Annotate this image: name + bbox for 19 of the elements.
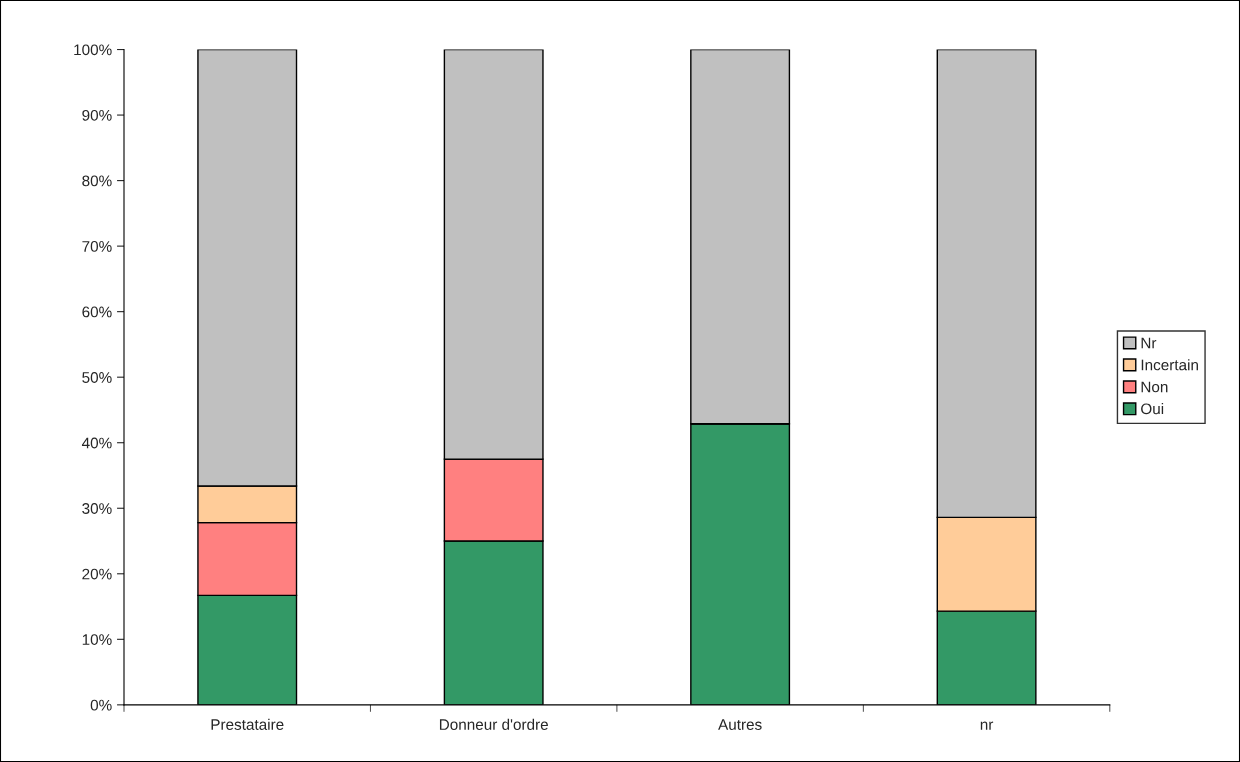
legend-label: Non	[1141, 381, 1168, 393]
x-tick-label: Autres	[718, 719, 762, 730]
y-tick-label: 100%	[74, 44, 112, 56]
y-tick-label: 30%	[82, 503, 112, 514]
legend-label: Incertain	[1141, 359, 1198, 371]
legend-label: Nr	[1141, 337, 1157, 349]
y-tick-label: 20%	[82, 568, 112, 580]
y-tick-label: 60%	[82, 306, 112, 318]
y-tick-label: 40%	[81, 437, 112, 449]
y-tick-label: 50%	[82, 372, 112, 383]
y-tick-label: 0%	[90, 699, 112, 711]
legend-label: Oui	[1141, 403, 1164, 415]
x-tick-label: nr	[980, 721, 994, 730]
y-tick-label: 70%	[82, 240, 112, 252]
y-tick-label: 10%	[82, 634, 112, 645]
y-tick-label: 80%	[82, 175, 112, 187]
y-tick-label: 90%	[82, 109, 112, 121]
x-tick-label: Donneur d'ordre	[439, 718, 548, 730]
x-tick-label: Prestataire	[211, 718, 284, 730]
